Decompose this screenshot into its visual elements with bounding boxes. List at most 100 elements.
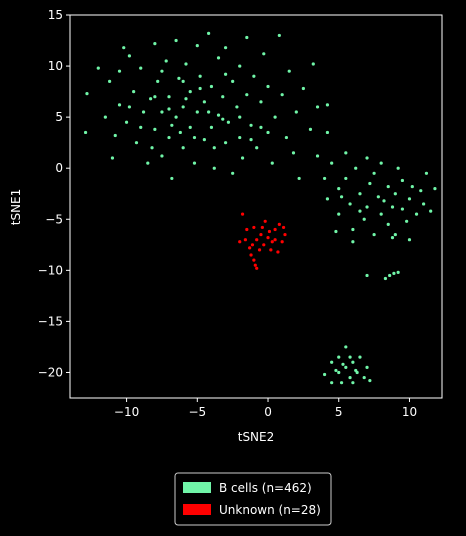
point xyxy=(108,79,112,83)
point xyxy=(323,176,327,181)
point xyxy=(354,368,358,373)
point xyxy=(344,151,348,155)
point xyxy=(297,176,301,181)
point xyxy=(337,370,341,375)
point xyxy=(160,154,164,158)
legend-label: B cells (n=462) xyxy=(219,481,312,495)
point xyxy=(330,161,334,165)
point xyxy=(388,273,392,278)
point xyxy=(202,100,206,104)
point xyxy=(276,250,280,254)
legend-swatch xyxy=(183,482,211,493)
point xyxy=(141,110,146,114)
point xyxy=(150,146,154,150)
point xyxy=(358,192,362,196)
point xyxy=(170,123,174,127)
point xyxy=(195,110,199,114)
point xyxy=(339,195,344,199)
point xyxy=(263,219,267,223)
point xyxy=(212,146,216,150)
point xyxy=(372,232,376,237)
point xyxy=(153,41,157,46)
point xyxy=(216,113,221,117)
x-tick-label: 10 xyxy=(402,405,417,419)
point xyxy=(174,38,178,43)
point xyxy=(270,161,274,165)
point xyxy=(188,90,192,94)
point xyxy=(422,202,426,206)
point xyxy=(167,107,171,111)
point xyxy=(170,176,174,181)
legend-swatch xyxy=(183,504,211,515)
point xyxy=(269,248,273,252)
point xyxy=(262,52,266,56)
series xyxy=(238,212,287,270)
point xyxy=(396,166,400,170)
point xyxy=(311,62,315,66)
point xyxy=(344,176,348,181)
point xyxy=(330,381,334,385)
x-tick-label: 5 xyxy=(335,405,343,419)
x-axis-label: tSNE2 xyxy=(238,430,275,444)
point xyxy=(231,79,235,83)
point xyxy=(243,238,247,242)
point xyxy=(341,362,345,366)
y-axis-label: tSNE1 xyxy=(9,189,23,226)
point xyxy=(226,120,231,124)
point xyxy=(323,372,327,377)
point xyxy=(308,127,313,131)
point xyxy=(368,181,372,186)
point xyxy=(238,64,242,68)
point xyxy=(386,222,390,226)
legend-label: Unknown (n=28) xyxy=(219,503,321,517)
point xyxy=(429,209,433,213)
point xyxy=(414,212,419,216)
point xyxy=(351,227,355,232)
point xyxy=(249,253,253,257)
point xyxy=(365,273,369,278)
point xyxy=(177,76,181,80)
point xyxy=(351,381,355,385)
point xyxy=(223,72,228,76)
point xyxy=(334,368,338,373)
point xyxy=(260,225,264,230)
point xyxy=(240,212,245,216)
point xyxy=(390,205,395,209)
y-tick-label: 10 xyxy=(48,59,63,73)
point xyxy=(351,360,355,364)
point xyxy=(433,187,437,191)
point xyxy=(393,232,397,237)
point xyxy=(223,141,228,145)
point xyxy=(252,258,256,262)
point xyxy=(392,271,396,275)
point xyxy=(284,135,289,140)
point xyxy=(223,46,228,50)
point xyxy=(249,138,253,142)
x-tick-label: 0 xyxy=(264,405,272,419)
point xyxy=(315,105,320,109)
point xyxy=(325,130,330,135)
point xyxy=(238,115,242,119)
point xyxy=(209,125,214,129)
point xyxy=(238,240,242,244)
point xyxy=(139,125,143,129)
point xyxy=(344,345,348,349)
series xyxy=(83,31,437,385)
point xyxy=(262,243,266,247)
point xyxy=(315,154,320,158)
point xyxy=(184,62,188,66)
point xyxy=(337,212,341,216)
point xyxy=(122,46,126,50)
legend: B cells (n=462) Unknown (n=28) xyxy=(174,472,332,526)
point xyxy=(188,125,192,129)
point xyxy=(153,127,157,131)
point xyxy=(325,103,330,107)
point xyxy=(250,243,255,247)
point xyxy=(231,171,235,175)
point xyxy=(281,225,286,230)
point xyxy=(405,219,409,223)
point xyxy=(139,66,143,70)
point xyxy=(238,135,242,140)
